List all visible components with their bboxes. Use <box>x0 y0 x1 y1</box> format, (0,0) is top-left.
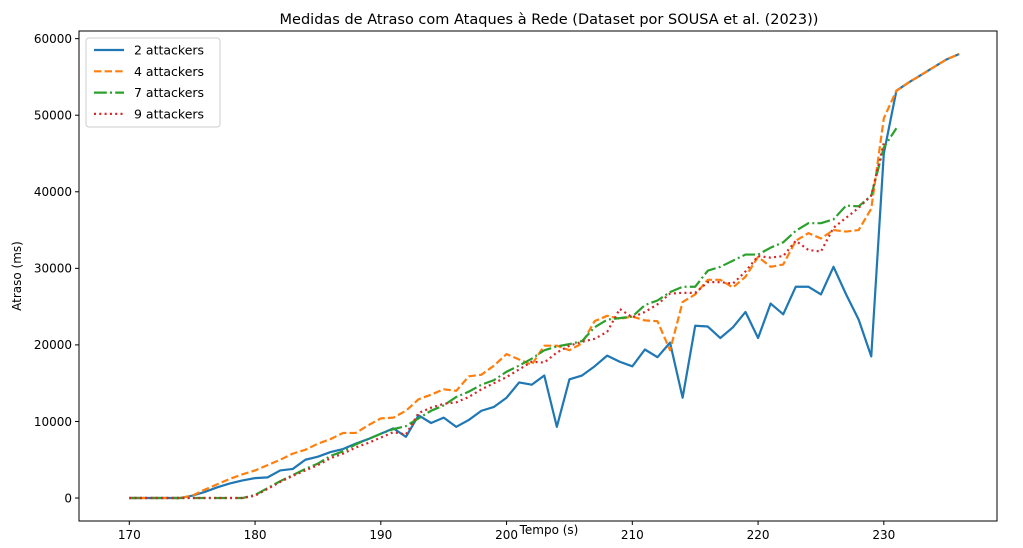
y-tick-label: 50000 <box>34 109 72 123</box>
y-tick-label: 20000 <box>34 338 72 352</box>
y-axis: 0 10000 20000 30000 40000 50000 60000 <box>34 32 79 505</box>
plot-frame <box>78 30 998 522</box>
x-tick-label: 220 <box>747 528 770 542</box>
legend-label: 9 attackers <box>134 106 204 121</box>
x-axis: 170 180 190 200 210 220 230 <box>118 521 895 542</box>
chart-title: Medidas de Atraso com Ataques à Rede (Da… <box>280 12 819 28</box>
x-tick-label: 180 <box>244 528 267 542</box>
x-axis-label: Tempo (s) <box>519 523 579 537</box>
y-tick-label: 0 <box>64 491 72 505</box>
series-line-1 <box>129 52 960 500</box>
y-tick-label: 30000 <box>34 262 72 276</box>
y-tick-label: 10000 <box>34 415 72 429</box>
x-tick-label: 210 <box>621 528 644 542</box>
legend-box <box>85 37 221 128</box>
legend-label: 4 attackers <box>134 64 204 79</box>
legend-label: 2 attackers <box>134 43 204 58</box>
x-tick-label: 170 <box>118 528 141 542</box>
y-tick-label: 60000 <box>34 32 72 46</box>
y-axis-label: Atraso (ms) <box>10 241 24 311</box>
x-tick-label: 190 <box>369 528 392 542</box>
series-line-2 <box>129 52 960 500</box>
x-tick-label: 200 <box>495 528 518 542</box>
plot-lines <box>129 52 960 500</box>
series-line-4 <box>129 142 885 500</box>
legend: 2 attackers 4 attackers 7 attackers 9 attac… <box>85 37 221 128</box>
y-tick-label: 40000 <box>34 185 72 199</box>
legend-label: 7 attackers <box>134 85 204 100</box>
x-tick-label: 230 <box>872 528 895 542</box>
